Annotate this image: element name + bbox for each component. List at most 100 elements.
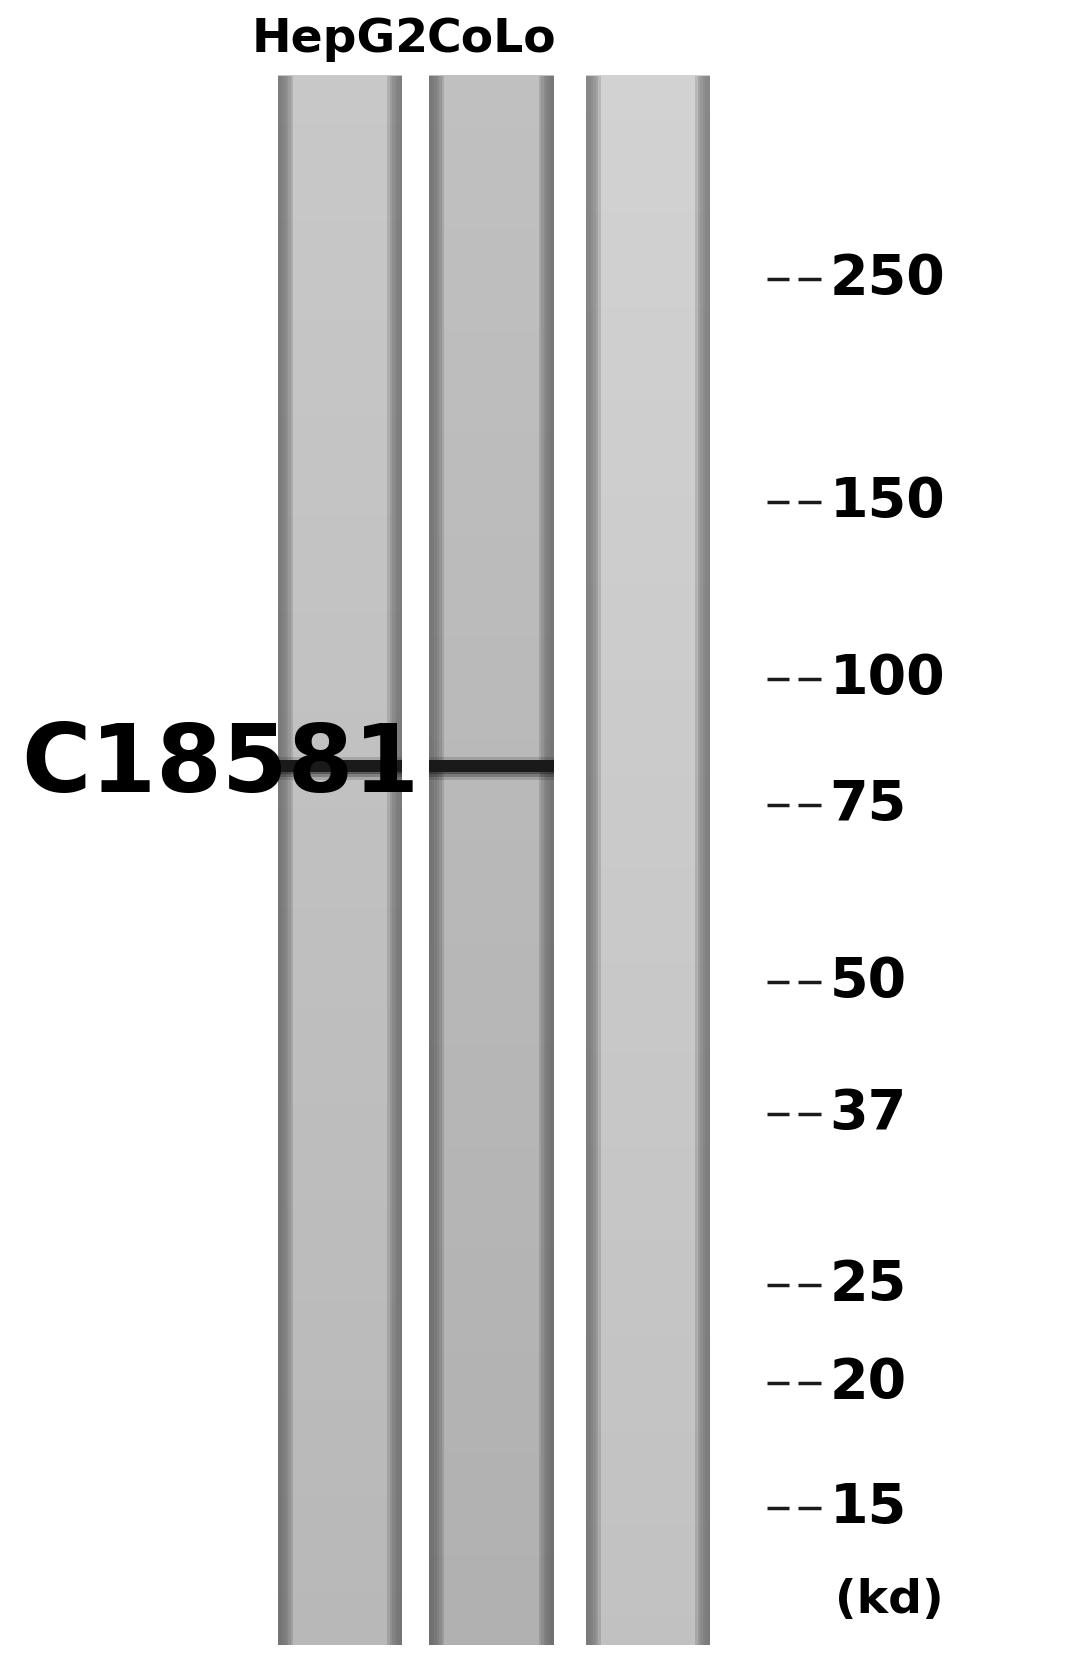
Bar	[279, 185, 402, 190]
Bar	[585, 114, 711, 119]
Bar	[279, 1538, 402, 1543]
Bar	[585, 698, 711, 704]
Bar	[430, 519, 554, 522]
Bar	[279, 1362, 402, 1367]
Bar	[585, 1538, 711, 1543]
Bar	[279, 754, 402, 759]
Bar	[279, 270, 402, 275]
Bar	[585, 727, 711, 730]
Bar	[279, 687, 402, 692]
Bar	[279, 1491, 402, 1496]
Bar	[279, 1217, 402, 1222]
Bar	[279, 675, 402, 680]
Bar	[430, 181, 554, 185]
Bar	[430, 1071, 554, 1076]
Bar	[430, 1130, 554, 1135]
Bar	[430, 341, 554, 346]
Bar	[430, 702, 554, 707]
Bar	[430, 792, 554, 798]
Bar	[430, 636, 554, 641]
Bar	[585, 240, 711, 245]
Bar	[430, 734, 554, 739]
Bar	[279, 1567, 402, 1572]
Bar	[585, 1068, 711, 1073]
Bar	[279, 138, 402, 143]
Bar	[585, 1091, 711, 1096]
Bar	[279, 766, 402, 771]
Bar	[585, 1189, 711, 1194]
Bar	[279, 1326, 402, 1331]
Bar	[698, 76, 711, 1645]
Bar	[430, 1476, 554, 1481]
Bar	[279, 161, 402, 166]
Bar	[430, 781, 554, 786]
Bar	[279, 945, 402, 950]
Bar	[541, 76, 554, 1645]
Bar	[430, 123, 554, 126]
Bar	[279, 1394, 402, 1399]
Bar	[430, 428, 554, 433]
Bar	[279, 648, 402, 653]
Bar	[430, 856, 554, 860]
Bar	[430, 1256, 554, 1261]
Bar	[430, 102, 554, 107]
Bar	[585, 821, 711, 824]
Bar	[585, 1106, 711, 1111]
Bar	[430, 1414, 554, 1417]
Bar	[585, 349, 711, 354]
Bar	[279, 223, 402, 228]
Bar	[430, 1620, 554, 1625]
Bar	[585, 499, 711, 504]
Bar	[430, 892, 554, 897]
Bar	[430, 479, 554, 484]
Bar	[279, 141, 402, 146]
Bar	[430, 499, 554, 504]
Bar	[585, 1041, 711, 1044]
Bar	[279, 578, 402, 583]
Bar	[585, 134, 711, 138]
Bar	[430, 290, 554, 296]
Bar	[585, 270, 711, 275]
Bar	[585, 1625, 711, 1630]
Bar	[585, 302, 711, 307]
Bar	[430, 1367, 554, 1370]
Bar	[430, 1127, 554, 1132]
Bar	[585, 745, 711, 751]
Bar	[430, 302, 554, 307]
Bar	[279, 1295, 402, 1300]
Bar	[585, 188, 711, 193]
Bar	[430, 267, 554, 272]
Bar	[585, 1130, 711, 1135]
Bar	[430, 1247, 554, 1253]
Bar	[585, 495, 711, 499]
Bar	[279, 1330, 402, 1335]
Bar	[430, 1036, 554, 1041]
Bar	[585, 479, 711, 484]
Bar	[430, 1009, 554, 1014]
Bar	[585, 416, 711, 421]
Bar	[279, 420, 402, 425]
Bar	[585, 977, 711, 982]
Bar	[430, 408, 554, 413]
Bar	[430, 79, 554, 84]
Bar	[279, 432, 402, 437]
Bar	[279, 1593, 402, 1598]
Bar	[585, 1597, 711, 1602]
Bar	[585, 1247, 711, 1253]
Bar	[430, 1429, 554, 1434]
Bar	[279, 537, 402, 542]
Bar	[279, 519, 402, 522]
Bar	[585, 561, 711, 566]
Bar	[585, 341, 711, 346]
Bar	[430, 420, 554, 425]
Bar	[430, 1326, 554, 1331]
Bar	[585, 1135, 711, 1138]
Bar	[585, 1523, 711, 1528]
Bar	[279, 981, 402, 986]
Bar	[585, 868, 711, 873]
Bar	[279, 954, 402, 959]
Bar	[430, 950, 554, 955]
Bar	[585, 1602, 711, 1607]
Bar	[430, 1264, 554, 1269]
Bar	[430, 1573, 554, 1578]
